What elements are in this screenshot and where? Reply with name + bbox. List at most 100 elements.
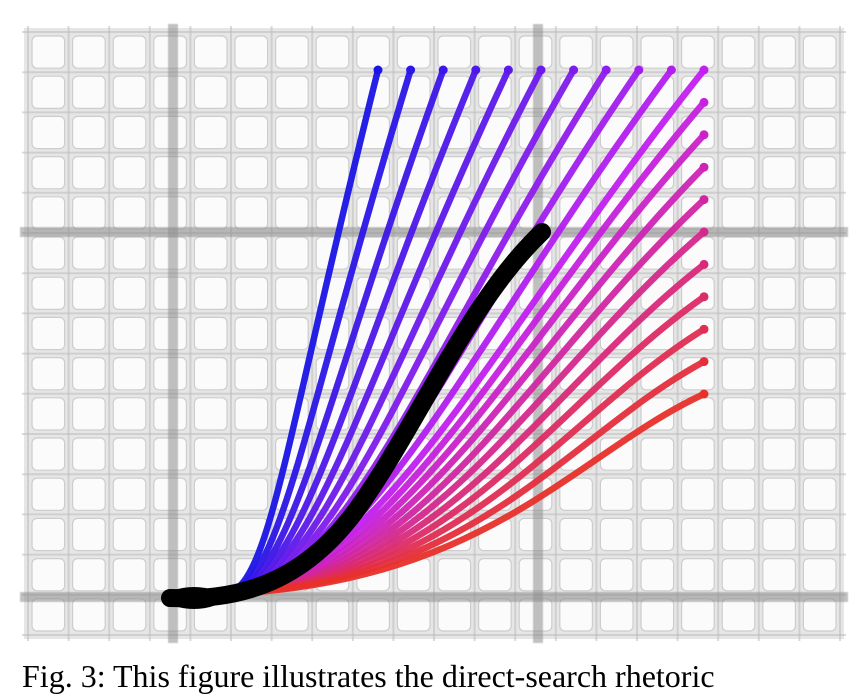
grid-tile [193, 236, 228, 270]
grid-tile [71, 477, 106, 512]
major-grid-horizontal [20, 592, 848, 602]
curve-endpoint [503, 65, 513, 75]
family-curve [221, 390, 708, 598]
grid-tile [802, 357, 837, 391]
grid-tile [721, 196, 756, 230]
curve-endpoint [634, 65, 644, 75]
grid-tile [275, 236, 309, 270]
grid-tile [762, 477, 796, 512]
grid-tile [762, 156, 796, 190]
grid-tile [234, 316, 269, 351]
grid-tile [71, 357, 106, 391]
curve-endpoint [699, 259, 709, 269]
grid-tile [71, 316, 106, 351]
grid-tile [31, 316, 66, 351]
grid-tile [802, 517, 837, 552]
grid-tile [112, 598, 147, 632]
grid-tile [721, 517, 756, 552]
grid-tile [680, 437, 715, 471]
grid-tile [762, 236, 796, 270]
grid-tile [71, 35, 106, 69]
grid-tile [275, 316, 309, 351]
grid-tile [234, 75, 269, 109]
grid-tile [193, 357, 228, 391]
grid-tile [112, 196, 147, 230]
highlight-curve-group [161, 223, 551, 609]
grid-tile [71, 437, 106, 471]
grid-tile [599, 477, 634, 512]
grid-tile [721, 598, 756, 632]
grid-tile [762, 598, 796, 632]
grid-tile [315, 35, 350, 69]
grid-tile [762, 437, 796, 471]
curve-endpoint [699, 97, 709, 107]
grid-figure [20, 24, 848, 643]
grid-tile [762, 115, 796, 150]
grid-tile [275, 75, 309, 109]
grid-tile [762, 557, 796, 592]
grid-tile [640, 35, 675, 69]
grid-tile [802, 156, 837, 190]
highlight-curve-base [166, 587, 222, 609]
grid-tile [234, 236, 269, 270]
grid-tile [275, 115, 309, 150]
grid-tile [234, 115, 269, 150]
curve-endpoint [438, 65, 448, 75]
grid-tile [234, 477, 269, 512]
grid-tile [437, 598, 472, 632]
grid-tile [71, 115, 106, 150]
curve-endpoint [699, 324, 709, 334]
grid-tile [234, 437, 269, 471]
grid-tile [193, 196, 228, 230]
grid-tile [721, 35, 756, 69]
grid-tile [680, 276, 715, 311]
curve-endpoint [699, 357, 709, 367]
grid-tile [275, 276, 309, 311]
grid-tile [802, 236, 837, 270]
grid-tile [193, 477, 228, 512]
curve-endpoint [699, 227, 709, 237]
grid-tile [193, 115, 228, 150]
grid-tile [193, 75, 228, 109]
grid-tile [559, 477, 593, 512]
curve-endpoint [373, 65, 383, 75]
grid-tile [112, 75, 147, 109]
grid-tile [721, 357, 756, 391]
grid-tile [721, 316, 756, 351]
major-grid-vertical [168, 24, 178, 643]
grid-tile [802, 115, 837, 150]
grid-tile [31, 35, 66, 69]
grid-tile [599, 598, 634, 632]
grid-tile [478, 437, 512, 471]
grid-tile [356, 35, 390, 69]
grid-tile [234, 276, 269, 311]
grid-tile [721, 397, 756, 431]
grid-tile [478, 557, 512, 592]
grid-tile [315, 598, 350, 632]
grid-tile [31, 196, 66, 230]
grid-tile [31, 397, 66, 431]
grid-tile [599, 35, 634, 69]
grid-tile [193, 437, 228, 471]
grid-tile [802, 477, 837, 512]
grid-tile [640, 598, 675, 632]
grid-tile [31, 477, 66, 512]
grid-tile [71, 236, 106, 270]
curve-endpoint [699, 292, 709, 302]
grid-tile [599, 517, 634, 552]
grid-tile [112, 156, 147, 190]
grid-tile [599, 357, 634, 391]
grid-tile [71, 75, 106, 109]
grid-tile [193, 35, 228, 69]
grid-tile [680, 236, 715, 270]
grid-tile [193, 156, 228, 190]
grid-tile [680, 477, 715, 512]
grid-tile [478, 35, 512, 69]
grid-tile [315, 156, 350, 190]
curve-endpoint [699, 65, 709, 75]
grid-tile [802, 75, 837, 109]
grid-tile [31, 156, 66, 190]
grid-tile [193, 316, 228, 351]
grid-tile [71, 397, 106, 431]
grid-tile [71, 196, 106, 230]
